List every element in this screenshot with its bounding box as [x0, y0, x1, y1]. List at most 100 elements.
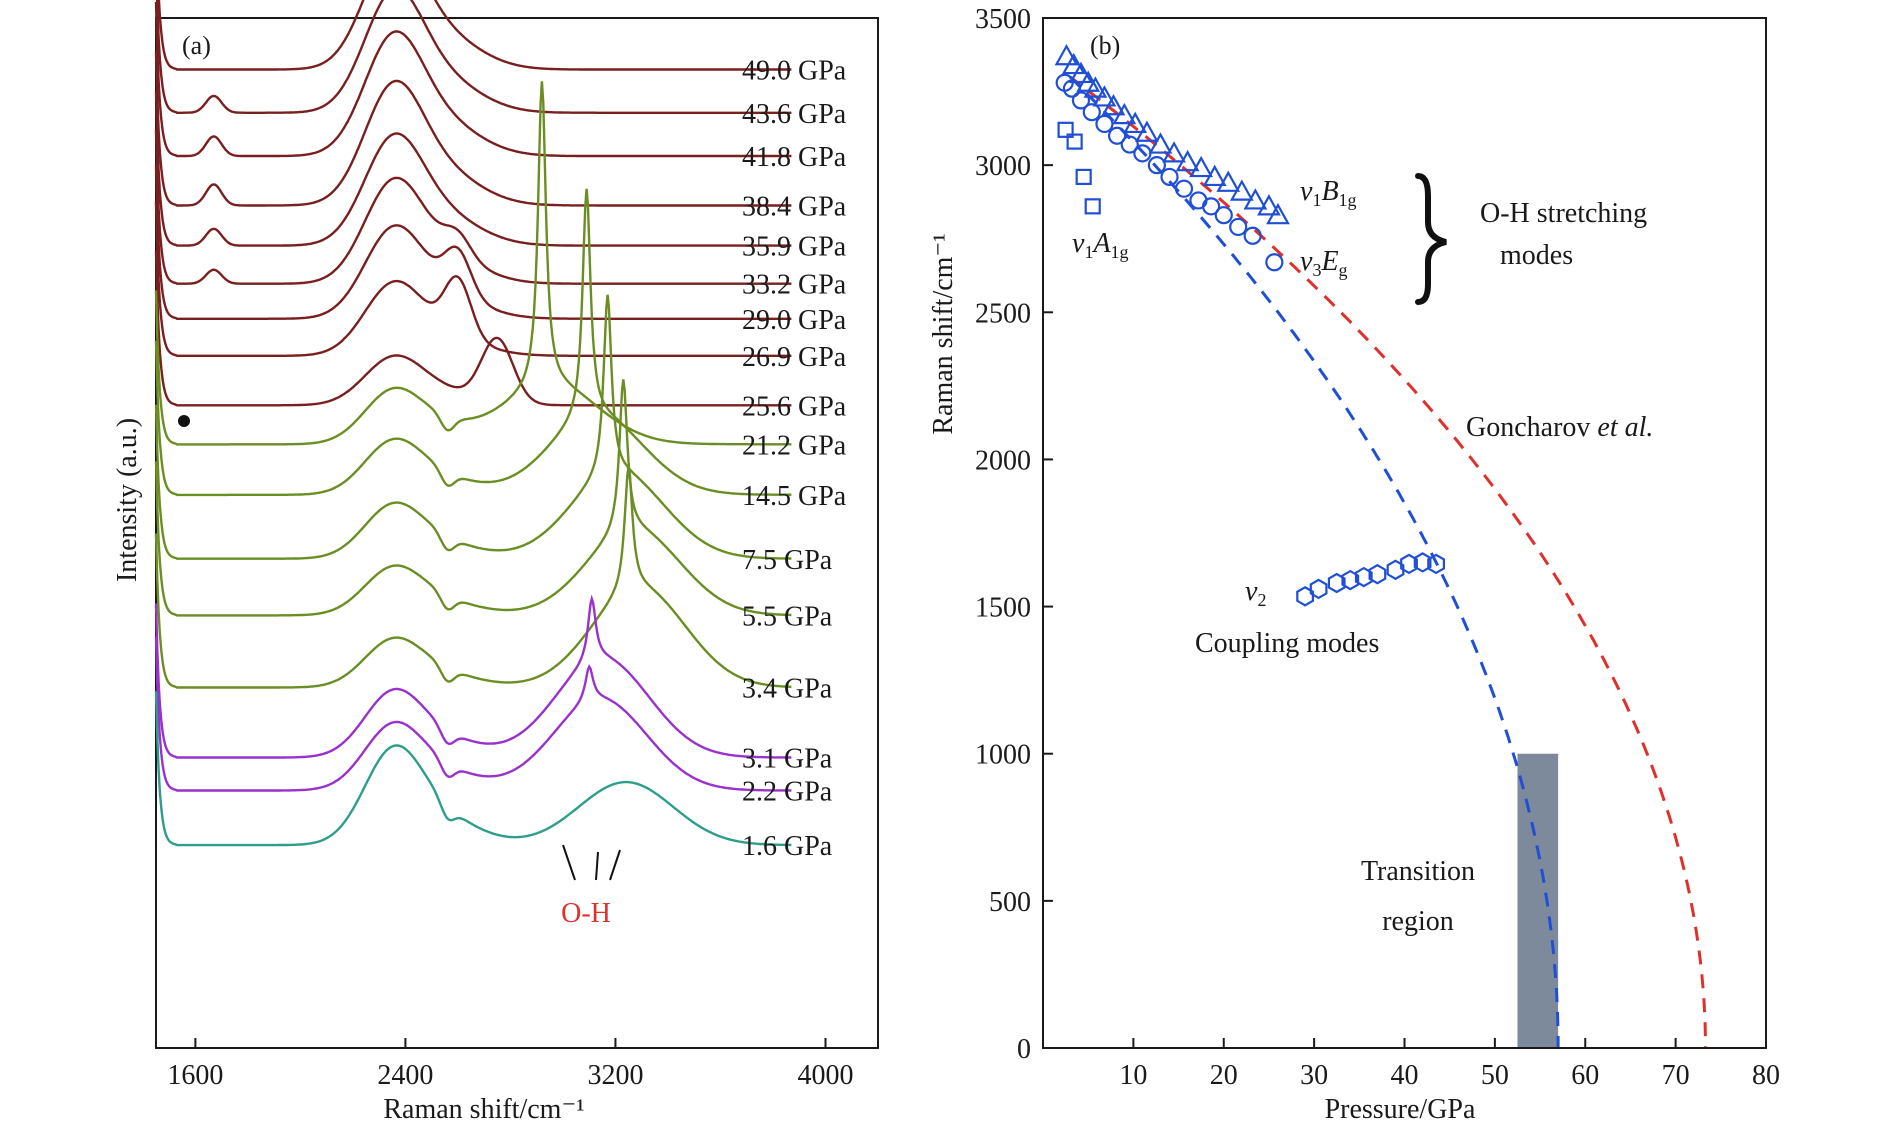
oh-annotation: O-H	[561, 898, 611, 929]
v2-point-1	[1309, 578, 1328, 600]
goncharov-label: Goncharov et al.	[1466, 412, 1653, 443]
b-xtick-label-6: 70	[1662, 1060, 1690, 1091]
pressure-label-10: 14.5 GPa	[742, 481, 847, 512]
pressure-label-14: 3.1 GPa	[742, 744, 833, 775]
panel-a-spectra: (a) 49.0 GPa 43.6 GPa 41.8 GPa 38.4 GPa 35.9…	[112, 0, 879, 1125]
v2-point-2	[1327, 572, 1346, 594]
v1A1g-point-3	[1084, 198, 1101, 215]
b-xtick-label-7: 80	[1752, 1060, 1780, 1091]
b-ytick-label-2: 1000	[975, 740, 1031, 771]
v2-point-6	[1386, 559, 1405, 581]
v1B1g-point-15	[1216, 170, 1241, 192]
v3Eg-point-9	[1160, 167, 1179, 187]
panel-b-x-axis-title: Pressure/GPa	[1325, 1094, 1476, 1125]
transition-region-rect	[1517, 753, 1559, 1048]
v1A1g-point-1	[1066, 133, 1083, 150]
label-v2: v2	[1245, 576, 1266, 610]
v1B1g-point-10	[1148, 132, 1173, 154]
b-xtick-label-3: 40	[1391, 1060, 1419, 1091]
spectrum-9	[154, 81, 792, 446]
label-v1a1g: v1A1g	[1072, 228, 1129, 262]
v1B1g-point-13	[1189, 155, 1214, 178]
v1B1g-point-16	[1229, 179, 1254, 201]
panel-b-label: (b)	[1090, 31, 1120, 60]
v2-point-9	[1427, 553, 1446, 575]
pressure-label-9: 21.2 GPa	[742, 430, 847, 461]
v2-point-5	[1368, 563, 1387, 585]
pressure-label-12: 5.5 GPa	[742, 601, 833, 632]
panel-b-pressure: 0 500 1000 1500 2000 2500 3000 3500 10 20 30 40 50 6…	[928, 4, 1780, 1125]
pressure-label-5: 33.2 GPa	[742, 270, 847, 301]
v1B1g-point-11	[1162, 141, 1186, 163]
spectrum-5	[154, 129, 792, 285]
spectrum-11	[154, 294, 792, 560]
panel-a-x-axis-title: Raman shift/cm⁻¹	[383, 1094, 584, 1125]
panel-b-y-ticks: 0 500 1000 1500 2000 2500 3000 3500	[975, 4, 1053, 1065]
panel-a-y-axis-title: Intensity (a.u.)	[112, 418, 143, 582]
v1A1g-point-2	[1075, 168, 1092, 186]
pressure-label-13: 3.4 GPa	[742, 674, 833, 705]
v1B1g-point-9	[1135, 120, 1159, 142]
spectrum-7	[154, 201, 792, 357]
spectrum-6	[154, 164, 792, 320]
transition-region-band	[1517, 753, 1559, 1048]
v1B1g-point-8	[1123, 111, 1148, 134]
spectrum-8	[154, 251, 792, 407]
oh-stretching-label-1: O-H stretching	[1480, 198, 1647, 229]
v3Eg-point-7	[1133, 144, 1152, 163]
v1B1g-point-0	[1054, 43, 1079, 66]
oh-pointer-line-3	[609, 849, 621, 881]
v3Eg-point-5	[1108, 126, 1127, 145]
oh-stretching-label-2: modes	[1500, 240, 1573, 271]
pressure-label-3: 38.4 GPa	[742, 192, 847, 223]
spectrum-13	[154, 465, 792, 689]
pressure-label-0: 49.0 GPa	[742, 56, 847, 87]
v3Eg-point-15	[1243, 226, 1262, 245]
v1B1g-point-2	[1069, 61, 1093, 84]
pressure-label-4: 35.9 GPa	[742, 232, 847, 263]
v3Eg-point-1	[1062, 79, 1082, 98]
panel-a-label: (a)	[182, 31, 211, 60]
v1B1g-point-5	[1092, 85, 1117, 107]
spectrum-10	[154, 188, 792, 497]
v1B1g-point-14	[1202, 164, 1227, 187]
v1B1g-point-6	[1101, 94, 1126, 116]
a-xtick-label-2: 3200	[587, 1060, 643, 1091]
v1A1g-point-0	[1057, 121, 1074, 138]
pressure-label-1: 43.6 GPa	[742, 99, 847, 130]
oh-pointer-line-2	[595, 851, 599, 881]
a-xtick-label-0: 1600	[167, 1060, 223, 1091]
v1B1g-point-7	[1112, 102, 1137, 125]
spectra-group	[154, 0, 792, 847]
oh-pointer-line-1	[562, 844, 576, 881]
spectrum-2	[154, 1, 792, 158]
spectrum-4	[154, 91, 792, 247]
pressure-label-8: 25.6 GPa	[742, 391, 847, 422]
pressure-labels: 49.0 GPa 43.6 GPa 41.8 GPa 38.4 GPa 35.9 GPa…	[742, 56, 847, 863]
spectrum-16	[154, 691, 792, 847]
panel-b-y-axis-title: Raman shift/cm⁻¹	[928, 233, 959, 434]
b-ytick-label-5: 2500	[975, 298, 1031, 329]
b-xtick-label-5: 60	[1571, 1060, 1599, 1091]
v1B1g-point-4	[1083, 76, 1108, 98]
pressure-label-16: 1.6 GPa	[742, 831, 833, 862]
spectrum-0	[157, 0, 792, 71]
v1B1g-point-1	[1061, 52, 1086, 75]
a-xtick-label-1: 2400	[377, 1060, 433, 1091]
transition-label-1: Transition	[1361, 856, 1475, 887]
transition-label-2: region	[1382, 906, 1454, 937]
v2-point-4	[1354, 566, 1373, 588]
b-ytick-label-6: 3000	[975, 151, 1031, 182]
label-v1b1g: v1B1g	[1300, 176, 1357, 210]
spectrum-12	[154, 379, 792, 617]
v1B1g-point-17	[1243, 188, 1268, 210]
b-ytick-label-3: 1500	[975, 593, 1031, 624]
label-v3eg: v3Eg	[1300, 246, 1348, 280]
v3Eg-point-6	[1120, 135, 1139, 154]
fit-curves	[1069, 75, 1707, 1048]
spectrum-14	[154, 594, 792, 759]
b-xtick-label-4: 50	[1481, 1060, 1509, 1091]
v3Eg-point-10	[1174, 179, 1194, 198]
pressure-label-11: 7.5 GPa	[742, 545, 833, 576]
